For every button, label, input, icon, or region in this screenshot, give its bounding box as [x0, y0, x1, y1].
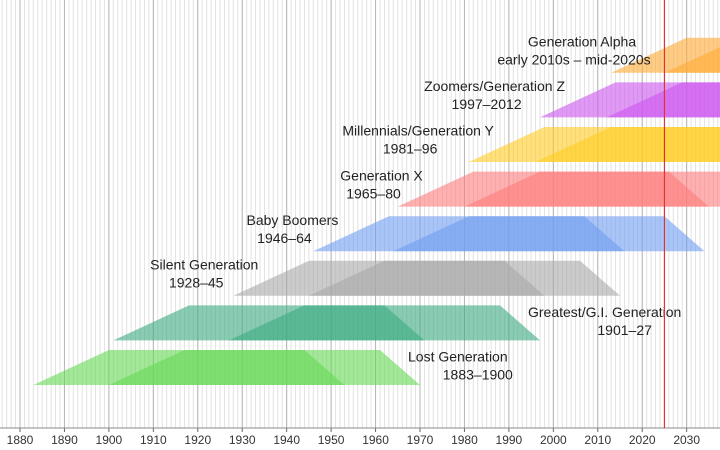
generation-years: 1965–80 [346, 185, 401, 201]
x-tick-label: 1930 [229, 433, 256, 447]
generation-name: Lost Generation [408, 349, 508, 365]
x-tick-label: 1970 [407, 433, 434, 447]
x-tick-label: 1960 [362, 433, 389, 447]
generation-band [393, 216, 705, 252]
x-tick-label: 1950 [318, 433, 345, 447]
generation-years: 1928–45 [169, 275, 224, 291]
generation-band [535, 127, 720, 162]
generation-years: 1946–64 [257, 230, 312, 246]
generation-name: Millennials/Generation Y [342, 123, 494, 139]
generation-band [308, 260, 620, 296]
x-tick-label: 2020 [629, 433, 656, 447]
x-tick-label: 2010 [584, 433, 611, 447]
x-tick-label: 1990 [496, 433, 523, 447]
generation-years: 1981–96 [383, 141, 438, 157]
x-tick-label: 1900 [96, 433, 123, 447]
x-tick-label: 1940 [273, 433, 300, 447]
generation-band [606, 82, 720, 118]
x-tick-label: 2000 [540, 433, 567, 447]
generation-band [228, 305, 540, 341]
x-tick-label: 1910 [140, 433, 167, 447]
x-tick-label: 1890 [51, 433, 78, 447]
generation-years: 1901–27 [597, 322, 652, 338]
generation-band [108, 350, 420, 385]
generation-name: Greatest/G.I. Generation [528, 304, 681, 320]
generation-years: early 2010s – mid-2020s [497, 52, 650, 68]
generation-name: Generation X [340, 167, 423, 183]
generation-years: 1883–1900 [443, 367, 513, 383]
generation-band [464, 171, 720, 207]
generation-name: Silent Generation [150, 257, 258, 273]
x-tick-label: 1880 [7, 433, 34, 447]
generation-band [664, 47, 720, 73]
generation-name: Baby Boomers [247, 212, 339, 228]
generation-years: 1997–2012 [452, 96, 522, 112]
generation-name: Generation Alpha [528, 34, 636, 50]
x-tick-label: 1920 [184, 433, 211, 447]
x-tick-label: 1980 [451, 433, 478, 447]
generation-name: Zoomers/Generation Z [424, 78, 565, 94]
x-tick-label: 2030 [673, 433, 700, 447]
